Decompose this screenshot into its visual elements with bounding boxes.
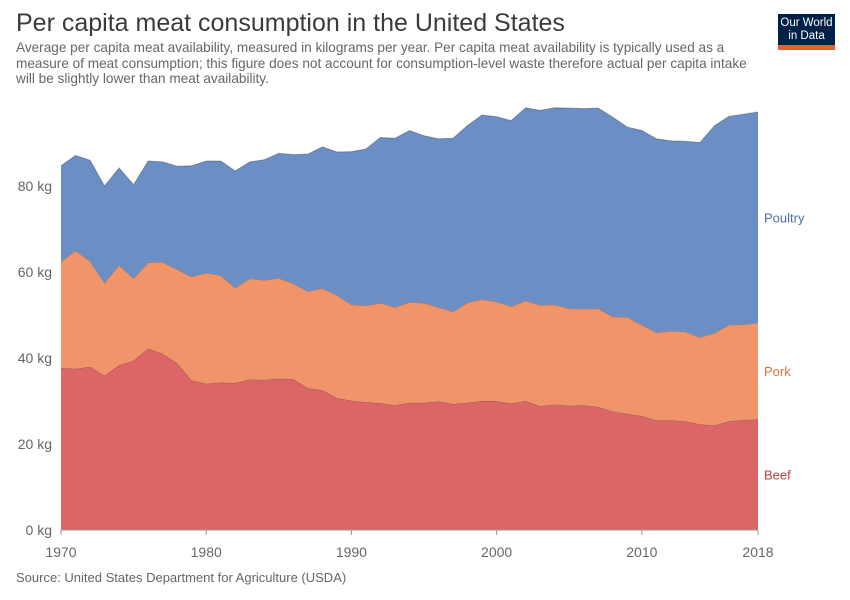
logo-line-1: Our World	[780, 17, 833, 29]
x-tick-label: 2000	[481, 544, 512, 560]
x-tick-label: 2010	[626, 544, 657, 560]
y-tick-label: 20 kg	[18, 436, 52, 452]
x-tick-label: 1970	[45, 544, 76, 560]
source-note: Source: United States Department for Agr…	[16, 570, 347, 585]
x-tick-label: 1990	[336, 544, 367, 560]
area-edge-poultry	[60, 107, 759, 187]
area-pork	[61, 250, 758, 426]
y-tick-label: 60 kg	[18, 264, 52, 280]
area-beef	[61, 348, 758, 530]
area-poultry	[61, 107, 758, 338]
y-tick-label: 40 kg	[18, 350, 52, 366]
x-tick-label: 1980	[191, 544, 222, 560]
chart-subtitle: Average per capita meat availability, me…	[16, 40, 747, 87]
legend-label-beef: Beef	[764, 468, 791, 483]
logo-line-2: in Data	[788, 30, 825, 42]
legend-label-pork: Pork	[764, 364, 791, 379]
y-tick-label: 80 kg	[18, 178, 52, 194]
owid-logo[interactable]: Our World in Data	[778, 14, 835, 50]
x-tick-label: 2018	[742, 544, 773, 560]
y-tick-label: 0 kg	[26, 522, 52, 538]
logo-accent-bar	[778, 45, 835, 50]
legend-label-poultry: Poultry	[764, 210, 805, 225]
chart-title: Per capita meat consumption in the Unite…	[16, 9, 565, 37]
